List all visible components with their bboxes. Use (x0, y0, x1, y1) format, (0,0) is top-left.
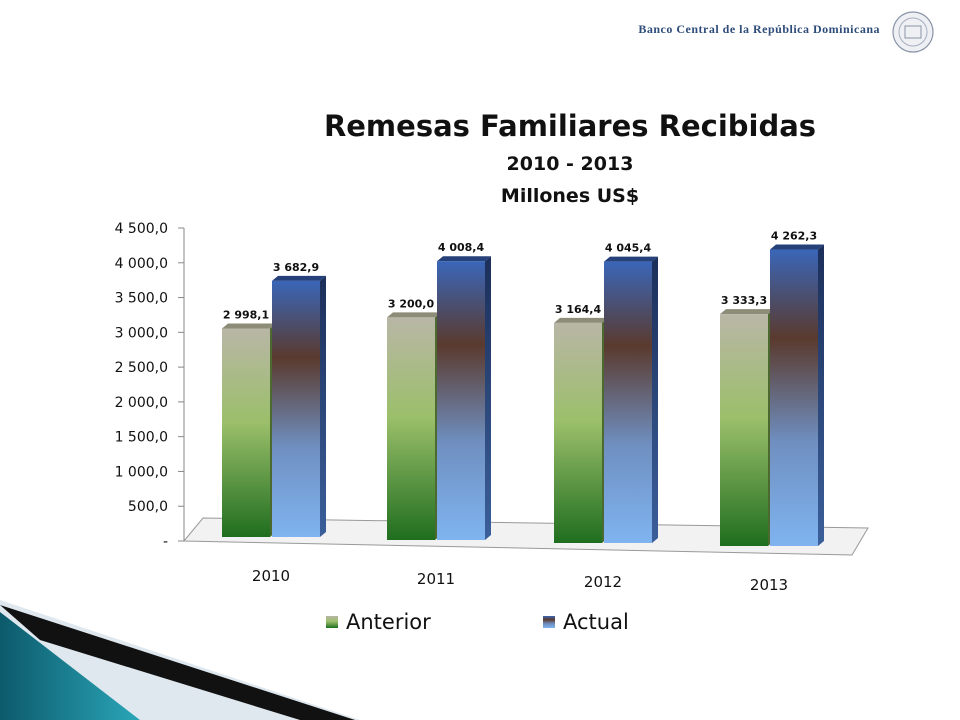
y-tick-label: 3 500,0 (115, 291, 168, 307)
chart-subtitle: 2010 - 2013 (507, 153, 634, 175)
y-axis-ticks: - 500,0 1 000,0 1 500,0 2 000,0 2 500,0 3 000,… (115, 221, 184, 550)
x-category-label: 2011 (417, 570, 455, 588)
y-tick-label: 4 000,0 (115, 256, 168, 272)
bar-anterior (387, 317, 435, 540)
legend-label-anterior: Anterior (346, 610, 431, 634)
bar-side (485, 256, 491, 540)
chart-floor (182, 517, 869, 556)
bar-value-label: 4 262,3 (771, 230, 817, 243)
legend-swatch-anterior (326, 616, 338, 628)
bar-top (387, 312, 441, 318)
legend-swatch-actual (543, 616, 555, 628)
legend: Anterior Actual (326, 610, 629, 634)
bar-top (272, 275, 326, 281)
bar-side (652, 256, 658, 543)
bars-layer: 2 998,1 3 682,9 3 200,0 4 008,4 3 164,4 4 045… (222, 230, 824, 546)
legend-label-actual: Actual (563, 610, 629, 634)
x-category-label: 2012 (584, 573, 622, 591)
bar-value-label: 3 164,4 (555, 303, 602, 316)
y-tick-label: 3 000,0 (115, 325, 168, 341)
bar-value-label: 3 682,9 (273, 261, 319, 274)
bar-top (604, 256, 658, 262)
bar-actual (437, 261, 485, 540)
bar-value-label: 4 045,4 (605, 242, 652, 255)
bank-seal-icon (892, 11, 934, 53)
bar-value-label: 3 333,3 (721, 294, 767, 307)
decorative-corner-shape (0, 600, 360, 720)
bar-anterior (222, 328, 270, 537)
bar-value-label: 3 200,0 (388, 297, 435, 310)
bar-side (320, 275, 326, 537)
bank-name: Banco Central de la República Dominicana (638, 22, 880, 36)
bar-anterior (720, 314, 768, 546)
bar-actual (272, 280, 320, 537)
x-axis-categories: 2010 2011 2012 2013 (252, 567, 788, 594)
x-category-label: 2013 (750, 576, 788, 594)
bar-actual (770, 249, 818, 546)
bar-top (720, 309, 774, 315)
x-category-label: 2010 (252, 567, 290, 585)
bar-value-label: 4 008,4 (438, 241, 485, 254)
chart-title: Remesas Familiares Recibidas (324, 109, 816, 143)
y-tick-label: 500,0 (128, 499, 168, 515)
y-tick-label: 1 500,0 (115, 430, 168, 446)
bar-actual (604, 261, 652, 543)
y-tick-label: 4 500,0 (115, 221, 168, 237)
bar-value-label: 2 998,1 (223, 308, 269, 321)
chart-unit-label: Millones US$ (501, 185, 639, 207)
bar-top (554, 317, 608, 323)
y-tick-label: - (163, 534, 168, 550)
bar-top (437, 256, 491, 262)
y-tick-label: 2 500,0 (115, 360, 168, 376)
bar-side (818, 244, 824, 546)
y-tick-label: 2 000,0 (115, 395, 168, 411)
bar-top (222, 323, 276, 329)
bar-top (770, 244, 824, 250)
y-tick-label: 1 000,0 (115, 464, 168, 480)
bar-anterior (554, 322, 602, 543)
